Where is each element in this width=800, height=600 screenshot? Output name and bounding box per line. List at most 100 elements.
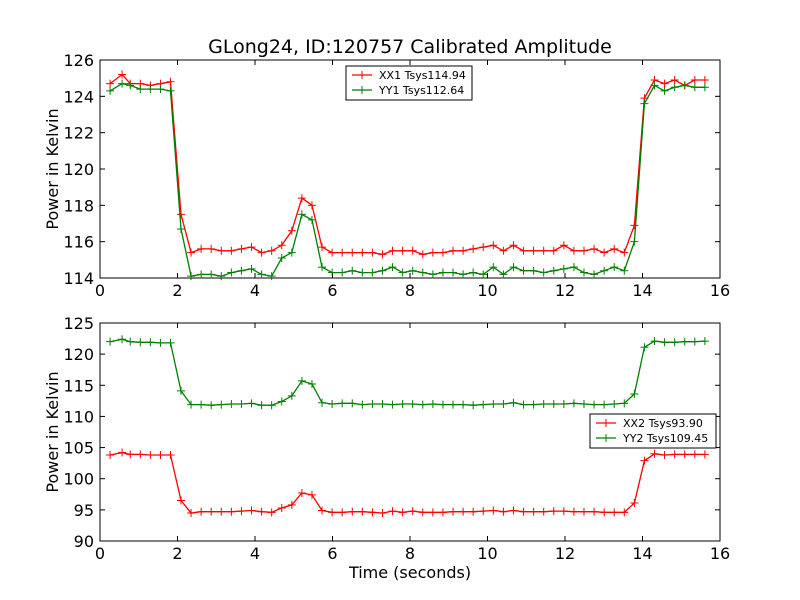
data-point (318, 506, 327, 515)
data-point (479, 400, 488, 409)
data-point (166, 338, 175, 347)
data-point (358, 268, 367, 277)
data-point (348, 266, 357, 275)
data-point (549, 399, 558, 408)
x-tick-label: 6 (327, 281, 337, 300)
data-point (297, 376, 306, 385)
data-point (600, 248, 609, 257)
data-point (700, 450, 709, 459)
y-tick-label: 115 (63, 376, 94, 395)
data-point (106, 337, 115, 346)
data-point (217, 246, 226, 255)
series-2 (106, 335, 709, 410)
data-point (600, 400, 609, 409)
data-point (207, 270, 216, 279)
data-point (328, 399, 337, 408)
plots-group: 0 2 4 6 8 10 12 14 16114116118120122124126Power … (43, 51, 730, 582)
data-point (469, 401, 478, 410)
data-point (418, 400, 427, 409)
data-point (549, 246, 558, 255)
data-point (559, 264, 568, 273)
data-point (650, 449, 659, 458)
y-tick-label: 116 (63, 233, 94, 252)
legend-box (345, 65, 473, 101)
data-point (700, 75, 709, 84)
data-point (358, 248, 367, 257)
data-point (428, 508, 437, 517)
data-point (529, 246, 538, 255)
data-point (338, 248, 347, 257)
data-point (398, 268, 407, 277)
data-point (680, 450, 689, 459)
data-point (126, 81, 135, 90)
data-point (118, 448, 127, 457)
data-point (358, 507, 367, 516)
data-point (549, 266, 558, 275)
data-point (700, 337, 709, 346)
data-point (660, 338, 669, 347)
data-point (469, 244, 478, 253)
data-point (307, 215, 316, 224)
data-point (418, 268, 427, 277)
x-tick-label: 10 (477, 281, 497, 300)
x-tick-label: 2 (172, 544, 182, 563)
data-point (499, 246, 508, 255)
data-point (469, 268, 478, 277)
legend: XX2 Tsys93.90 YY2 Tsys109.45 (589, 413, 717, 449)
data-point (287, 248, 296, 257)
data-point (358, 400, 367, 409)
data-point (187, 400, 196, 409)
data-point (479, 243, 488, 252)
series-1 (106, 448, 709, 517)
data-point (368, 268, 377, 277)
data-point (650, 337, 659, 346)
data-point (136, 450, 145, 459)
legend-label: XX1 Tsys114.94 (379, 69, 466, 82)
x-tick-label: 12 (555, 544, 575, 563)
x-tick-label: 14 (632, 544, 652, 563)
data-point (126, 337, 135, 346)
data-point (590, 244, 599, 253)
data-point (166, 86, 175, 95)
data-point (569, 507, 578, 516)
data-point (459, 400, 468, 409)
data-point (348, 399, 357, 408)
data-point (509, 398, 518, 407)
data-point (176, 224, 185, 233)
data-point (257, 248, 266, 257)
data-point (620, 266, 629, 275)
data-point (438, 248, 447, 257)
data-point (207, 401, 216, 410)
data-point (660, 86, 669, 95)
legend-label: YY1 Tsys112.64 (378, 84, 464, 97)
y-tick-label: 124 (63, 87, 94, 106)
data-point (106, 79, 115, 88)
legend-swatch-marker (358, 71, 366, 79)
data-point (640, 343, 649, 352)
data-point (680, 337, 689, 346)
data-point (539, 268, 548, 277)
x-tick-label: 16 (710, 544, 730, 563)
data-point (559, 241, 568, 250)
data-point (257, 401, 266, 410)
data-point (640, 456, 649, 465)
y-tick-label: 125 (63, 314, 94, 333)
data-point (559, 507, 568, 516)
data-point (338, 268, 347, 277)
data-point (489, 506, 498, 515)
data-point (106, 451, 115, 460)
data-point (438, 508, 447, 517)
y-tick-label: 122 (63, 124, 94, 143)
data-point (519, 246, 528, 255)
y-axis-label: Power in Kelvin (43, 371, 62, 492)
data-point (630, 499, 639, 508)
data-point (227, 507, 236, 516)
data-point (197, 244, 206, 253)
data-point (670, 338, 679, 347)
data-point (247, 399, 256, 408)
data-point (509, 263, 518, 272)
data-point (539, 399, 548, 408)
legend: XX1 Tsys114.94 YY1 Tsys112.64 (345, 65, 473, 101)
data-point (620, 508, 629, 517)
data-point (519, 400, 528, 409)
